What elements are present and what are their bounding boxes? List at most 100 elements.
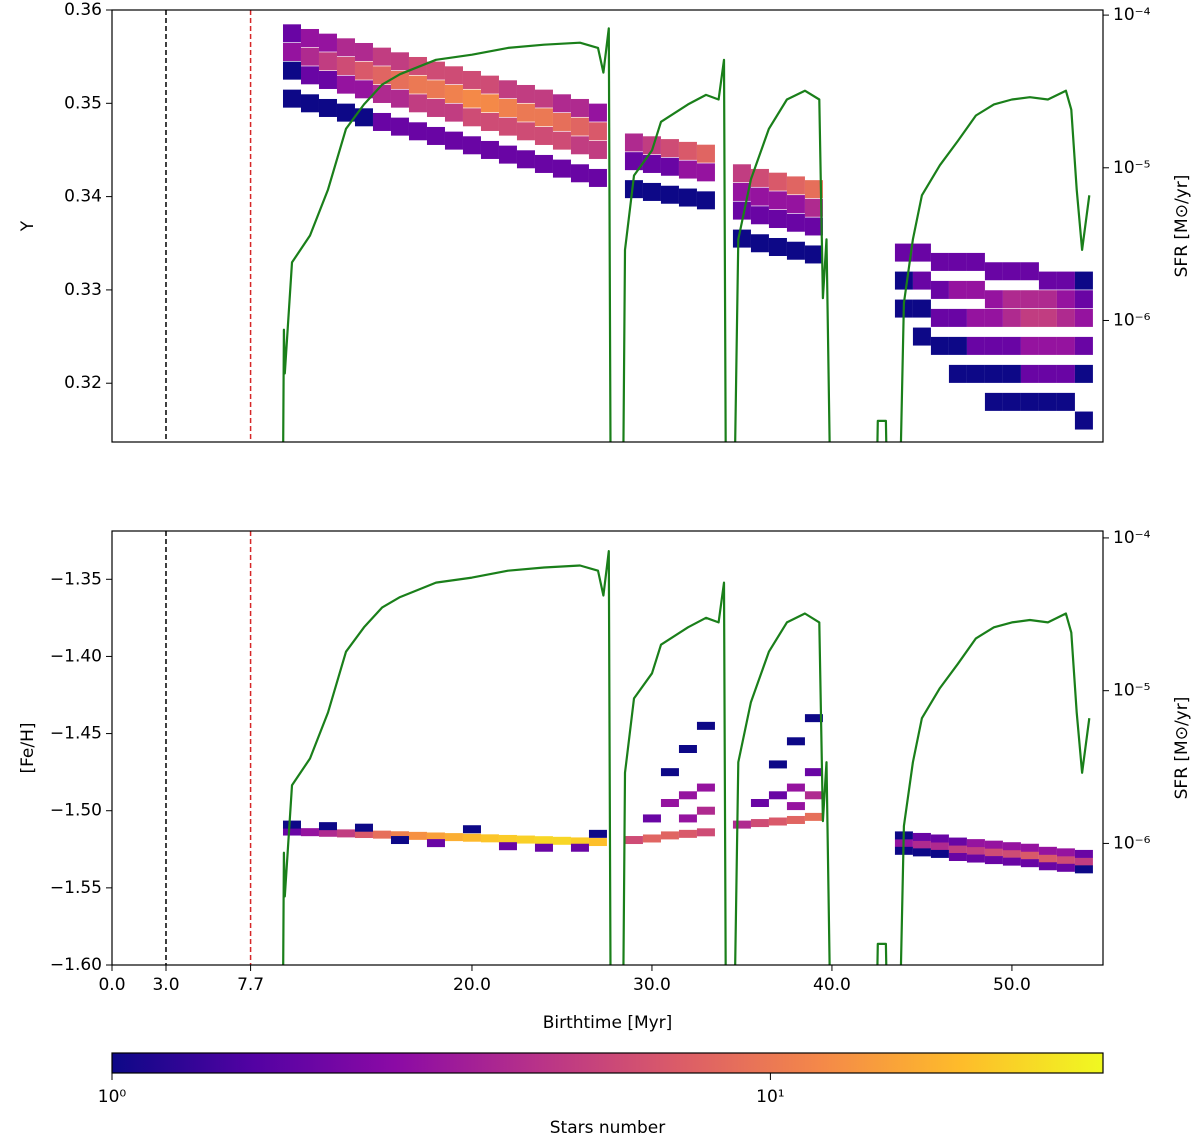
heat-cell <box>390 89 409 108</box>
heat-cell <box>660 157 679 176</box>
heat-cell <box>624 836 643 845</box>
heat-cell <box>678 814 697 823</box>
heat-cell <box>444 833 463 842</box>
heat-cell <box>912 243 931 262</box>
heat-cell <box>1002 290 1021 309</box>
heat-cell <box>642 834 661 843</box>
plot-area <box>165 10 1093 442</box>
heat-cell <box>282 42 301 61</box>
heat-cell <box>390 52 409 71</box>
heat-cell <box>642 154 661 173</box>
heat-cell <box>1002 392 1021 411</box>
heat-cell <box>1020 859 1039 868</box>
heat-cell <box>1074 290 1093 309</box>
heat-cell <box>498 80 517 99</box>
heat-cell <box>426 832 445 841</box>
heat-cell <box>570 117 589 136</box>
heat-cell <box>786 195 805 214</box>
heat-cell <box>1002 262 1021 281</box>
heat-cell <box>804 791 823 800</box>
sfr-line <box>282 550 1091 965</box>
heat-cell <box>498 117 517 136</box>
heat-cell <box>588 103 607 122</box>
heat-cell <box>804 812 823 821</box>
y2-tick-label: 10⁻⁴ <box>1113 5 1151 25</box>
heat-cell <box>912 299 931 318</box>
heat-cell <box>1038 364 1057 383</box>
heat-cell <box>444 131 463 150</box>
heat-cell <box>1020 308 1039 327</box>
heat-cell <box>966 252 985 271</box>
y-tick-label: −1.45 <box>50 724 102 744</box>
heat-cell <box>570 837 589 846</box>
heat-cell <box>426 98 445 117</box>
heat-cell <box>552 112 571 131</box>
heat-cell <box>462 833 481 842</box>
heat-cell <box>966 364 985 383</box>
heat-cell <box>354 830 373 839</box>
x-tick-label: 7.7 <box>237 975 264 995</box>
heat-cell <box>912 840 931 849</box>
heat-cell <box>390 836 409 845</box>
sfr-line <box>282 27 1091 442</box>
y-tick-label: −1.60 <box>50 955 102 975</box>
heat-cell <box>426 839 445 848</box>
heat-cell <box>1038 846 1057 855</box>
y-axis-label: Y <box>18 220 38 232</box>
heat-cell <box>732 820 751 829</box>
heat-cell <box>1002 849 1021 858</box>
heat-cell <box>282 24 301 43</box>
heat-cell <box>1038 308 1057 327</box>
heat-cell <box>966 280 985 299</box>
y2-tick-label: 10⁻⁵ <box>1113 681 1150 701</box>
heat-cell <box>768 760 787 769</box>
y2-tick-label: 10⁻⁶ <box>1113 833 1151 853</box>
heat-cell <box>408 94 427 113</box>
heat-cell <box>696 806 715 815</box>
heat-cell <box>552 131 571 150</box>
heat-cell <box>660 768 679 777</box>
heat-cell <box>534 126 553 145</box>
heat-cell <box>948 280 967 299</box>
heat-cell <box>318 52 337 71</box>
heat-cell <box>300 66 319 85</box>
colorbar-tick-label: 10¹ <box>756 1087 784 1107</box>
heat-cell <box>966 336 985 355</box>
heat-cell <box>1020 336 1039 355</box>
heat-cell <box>750 206 769 225</box>
heat-cell <box>696 144 715 163</box>
heat-cell <box>768 210 787 229</box>
heat-cell <box>1002 857 1021 866</box>
heat-cell <box>804 245 823 264</box>
heat-cell <box>462 70 481 89</box>
heat-cell <box>804 180 823 199</box>
heat-cell <box>390 831 409 840</box>
heat-cell <box>678 188 697 207</box>
heat-cell <box>516 150 535 169</box>
heat-cell <box>1056 290 1075 309</box>
heat-cell <box>894 271 913 290</box>
heat-cell <box>750 234 769 253</box>
heat-cell <box>1056 364 1075 383</box>
heat-cell <box>768 191 787 210</box>
axes-frame <box>111 9 1104 443</box>
heat-cell <box>390 70 409 89</box>
heat-cell <box>588 838 607 847</box>
heat-cell <box>768 791 787 800</box>
heat-cell <box>786 241 805 260</box>
y-tick-label: 0.32 <box>64 373 102 393</box>
heat-cell <box>408 75 427 94</box>
heat-cell <box>498 842 517 851</box>
heat-cell <box>390 117 409 136</box>
heat-cell <box>678 141 697 160</box>
heat-cell <box>930 849 949 858</box>
y-tick-label: 0.33 <box>64 280 102 300</box>
heat-cell <box>462 825 481 834</box>
heat-cell <box>930 280 949 299</box>
heat-cell <box>750 799 769 808</box>
colorbar-label: Stars number <box>550 1118 665 1138</box>
heat-cell <box>570 98 589 117</box>
heat-cell <box>768 172 787 191</box>
heat-cell <box>930 336 949 355</box>
heat-cell <box>1056 856 1075 865</box>
